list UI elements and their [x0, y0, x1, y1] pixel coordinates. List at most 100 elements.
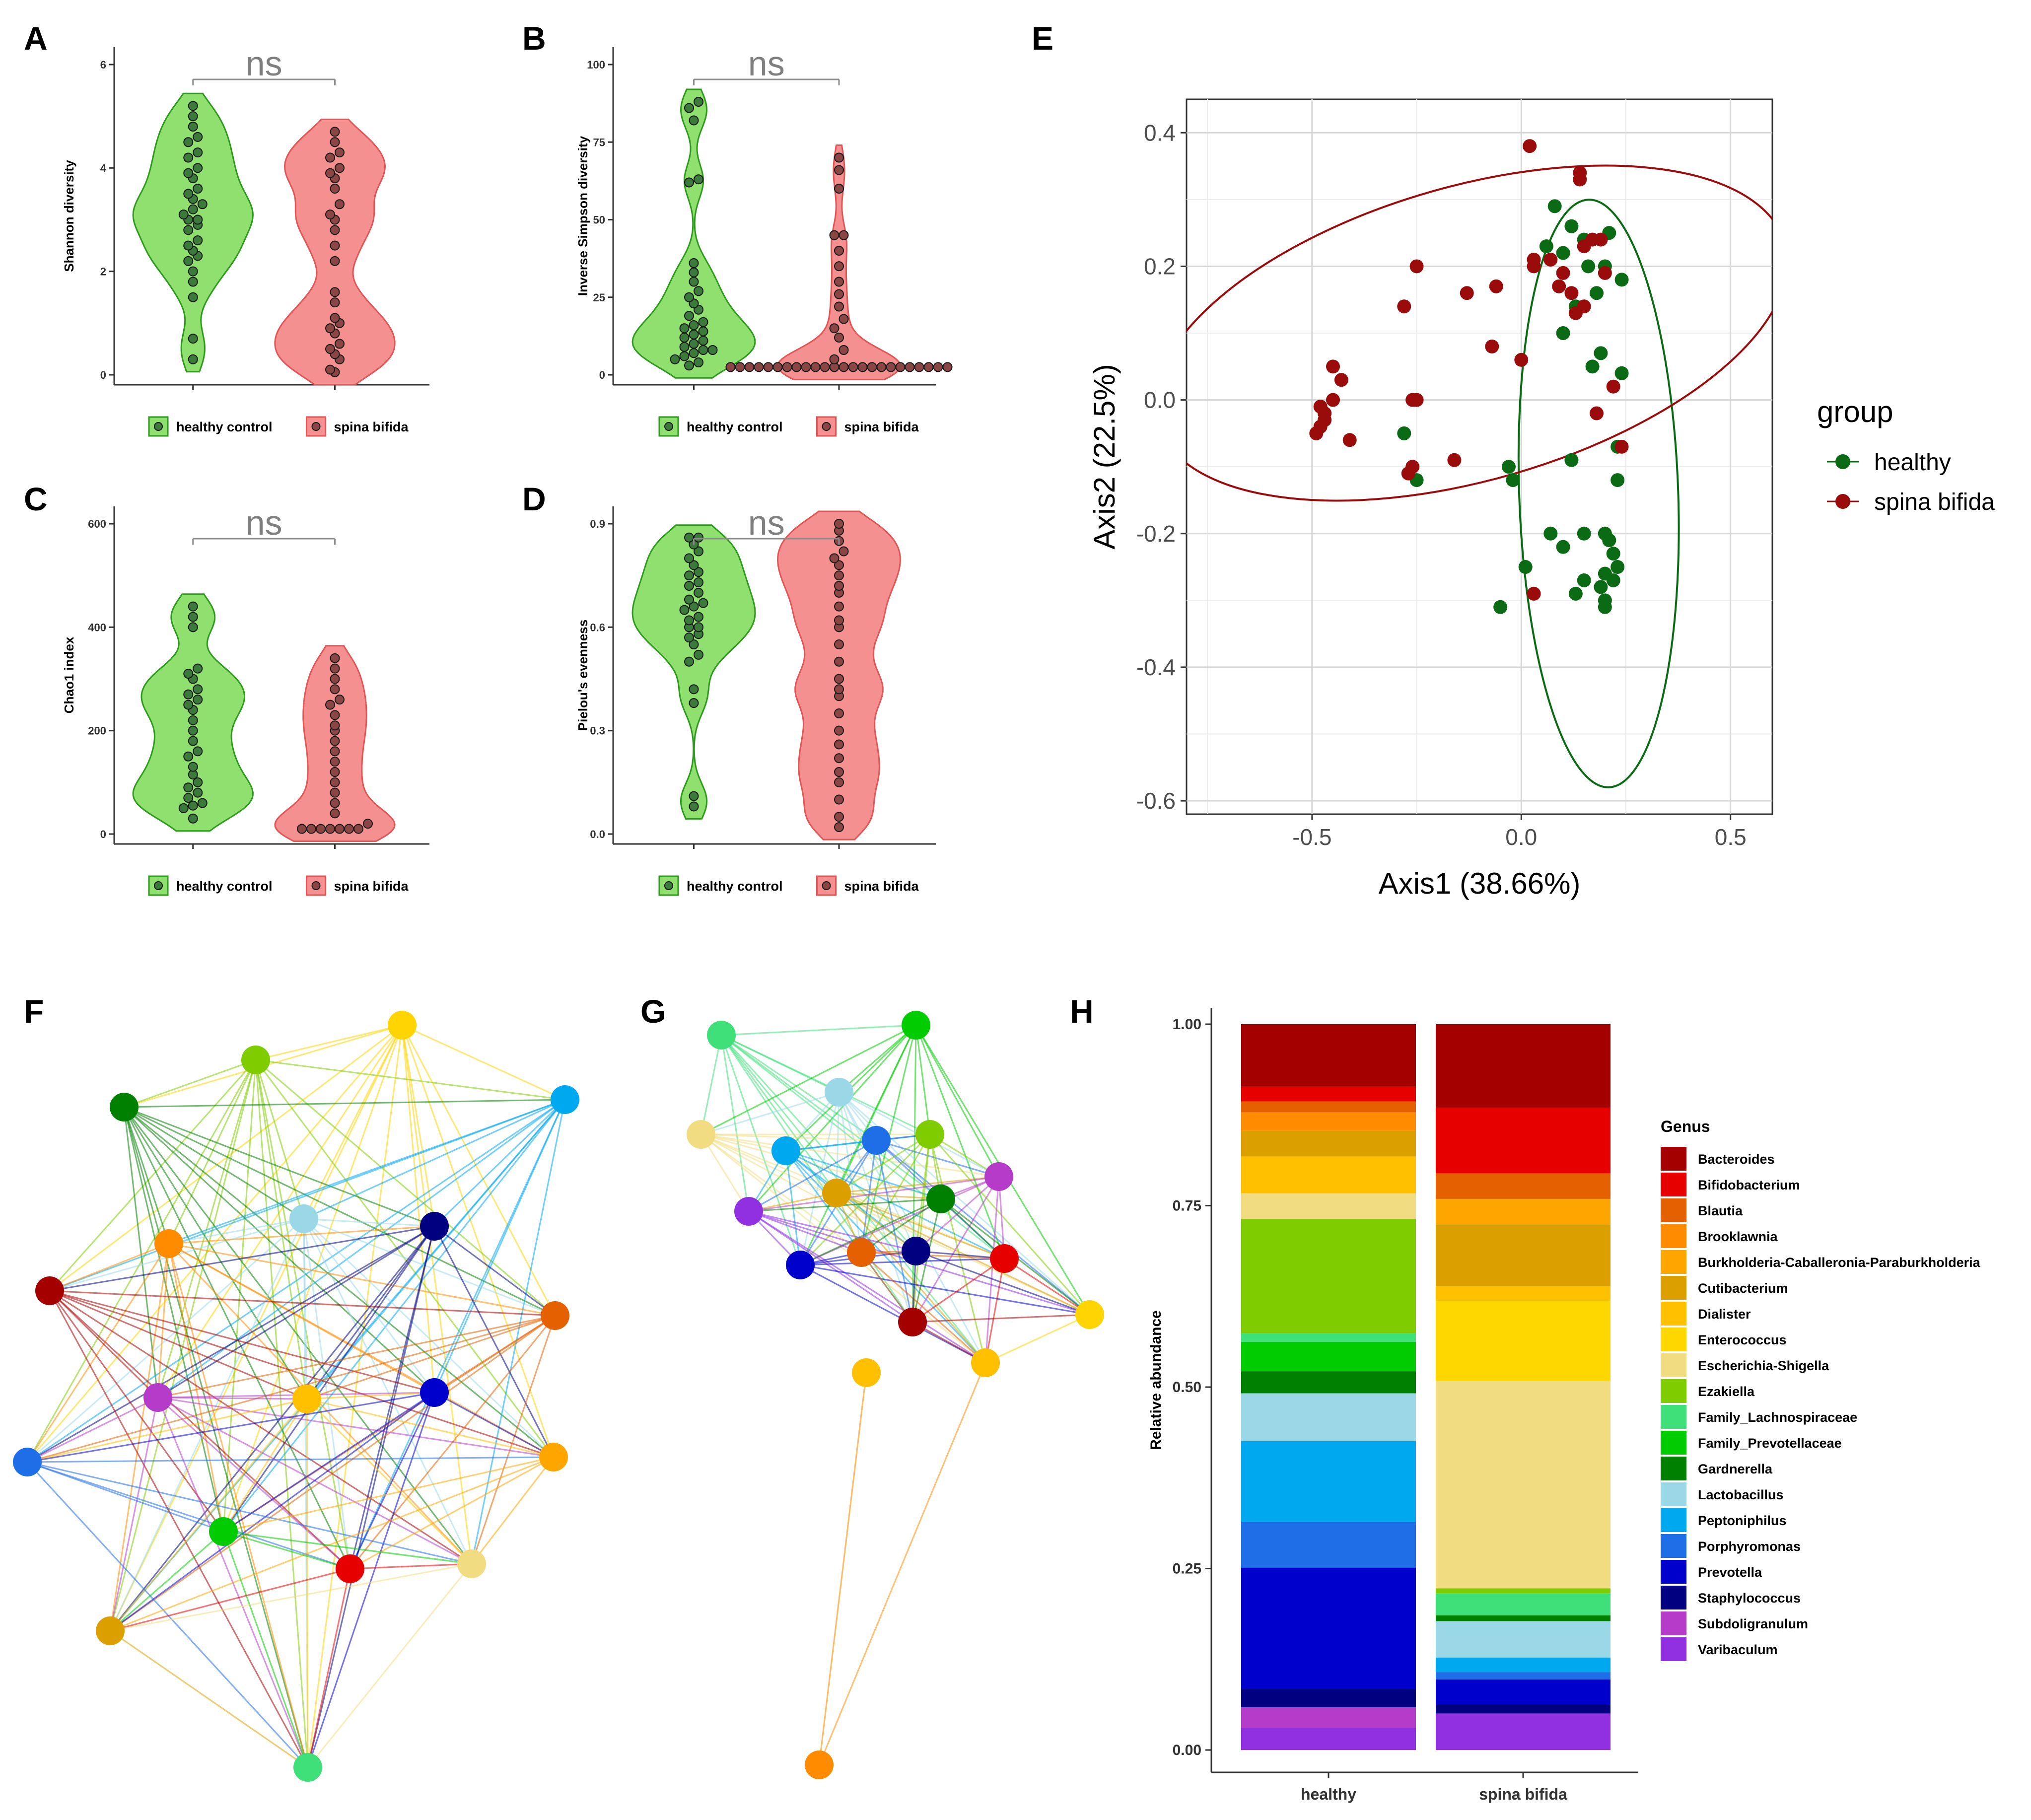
dot-healthy-control	[684, 594, 694, 605]
network-edge	[700, 1091, 840, 1135]
point-spina-bifida	[1309, 426, 1324, 440]
dot-healthy-control	[183, 168, 194, 178]
dot-spina-bifida	[839, 314, 849, 324]
dot-spina-bifida	[914, 362, 924, 372]
dot-healthy-control	[684, 570, 694, 581]
point-healthy	[1564, 453, 1579, 467]
network-edge	[915, 1025, 1005, 1259]
legend-key-prevotella	[1661, 1560, 1686, 1584]
panel-h: H 0.00 0.25 0.50 0.75 1.00 healthy spina bifid…	[1070, 993, 1981, 1803]
network-edge	[123, 1107, 309, 1768]
dot-spina-bifida	[834, 261, 844, 272]
dot-spina-bifida	[834, 725, 844, 736]
network-edge	[800, 1258, 1005, 1266]
network-edge	[49, 1290, 472, 1565]
dot-spina-bifida	[810, 362, 821, 372]
bar-segment-family-lachnospiraceae	[1436, 1593, 1611, 1615]
network-edge	[255, 1024, 403, 1061]
dot-healthy-control	[684, 615, 694, 626]
legend-label-ezakiella: Ezakiella	[1698, 1384, 1755, 1399]
dot-healthy-control	[689, 639, 699, 650]
network-edge	[911, 1134, 931, 1323]
legend-key-spina-bifida	[306, 416, 326, 437]
legend-key-spina-bifida	[816, 875, 837, 896]
network-edge	[49, 1290, 556, 1317]
legend-label-gardnerella: Gardnerella	[1698, 1462, 1773, 1476]
legend-label-lactobacillus: Lactobacillus	[1698, 1487, 1784, 1502]
network-edge	[27, 1315, 556, 1463]
bar-segment-prevotella	[1436, 1679, 1611, 1705]
network-edge	[700, 1133, 1090, 1316]
significance-label: ns	[246, 503, 282, 542]
point-healthy	[1577, 526, 1591, 541]
network-edge	[700, 1024, 916, 1135]
point-healthy	[1539, 239, 1553, 254]
dot-healthy-control	[689, 560, 699, 570]
dot-spina-bifida	[330, 256, 340, 266]
dot-healthy-control	[679, 342, 690, 352]
bar-segment-family-prevotellaceae	[1241, 1341, 1416, 1372]
network-edge	[799, 1025, 917, 1265]
point-healthy	[1556, 540, 1570, 554]
violin-y-axis-label: Inverse Simpson diversity	[575, 136, 590, 296]
network-edge	[985, 1314, 1090, 1364]
dot-spina-bifida	[344, 824, 354, 834]
dot-healthy-control	[684, 532, 694, 543]
violin-y-axis-label: Chao1 index	[62, 636, 76, 713]
dot-healthy-control	[193, 147, 203, 158]
network-node	[293, 1753, 322, 1782]
legend-key-subdoligranulum	[1661, 1611, 1686, 1635]
network-node	[847, 1238, 876, 1267]
point-spina-bifida	[1543, 252, 1558, 267]
legend-label-subdoligranulum: Subdoligranulum	[1698, 1616, 1808, 1631]
legend-key-dot	[154, 881, 163, 890]
point-spina-bifida	[1342, 433, 1357, 447]
bar-segment-cutibacterium	[1241, 1130, 1416, 1157]
dot-spina-bifida	[330, 767, 340, 777]
network-edge	[915, 1025, 931, 1135]
network-edge	[222, 1059, 257, 1532]
dot-healthy-control	[188, 334, 198, 344]
y-tick-label: -0.4	[1136, 654, 1176, 680]
network-edge	[109, 1218, 305, 1631]
x-tick-label: 0.5	[1715, 824, 1747, 850]
dot-spina-bifida	[834, 794, 844, 805]
dot-spina-bifida	[325, 344, 335, 354]
dot-spina-bifida	[834, 739, 844, 750]
y-tick-label: 0.6	[590, 621, 605, 633]
dot-healthy-control	[188, 292, 198, 302]
bar-segment-brooklawnia	[1241, 1112, 1416, 1131]
network-edge	[836, 1192, 1090, 1316]
network-edge	[700, 1133, 916, 1252]
network-edge	[223, 1531, 350, 1570]
dot-spina-bifida	[839, 345, 849, 355]
bar-segment-porphyromonas	[1241, 1522, 1416, 1568]
legend-label-spina-bifida: spina bifida	[844, 879, 919, 894]
network-node	[734, 1197, 763, 1226]
point-spina-bifida	[1564, 286, 1579, 300]
panel-g: G	[640, 993, 1104, 1779]
network-edge	[49, 1225, 435, 1292]
dot-spina-bifida	[325, 152, 335, 163]
network-edge	[984, 1176, 1000, 1363]
bar-segment-dialister	[1241, 1156, 1416, 1193]
legend-key-enterococcus	[1661, 1328, 1686, 1351]
dot-healthy-control	[694, 286, 703, 296]
legend-key-staphylococcus	[1661, 1586, 1686, 1610]
network-edge	[700, 1133, 941, 1200]
legend-key-lactobacillus	[1661, 1482, 1686, 1506]
y-tick-label: 0.0	[1144, 387, 1176, 413]
dot-healthy-control	[698, 336, 708, 346]
bar-segment-varibaculum	[1436, 1713, 1611, 1750]
legend-key-porphyromonas	[1661, 1534, 1686, 1558]
network-edge	[836, 1192, 986, 1363]
network-edge	[110, 1315, 556, 1632]
network-edge	[748, 1210, 862, 1254]
dot-healthy-control	[689, 267, 699, 278]
bar-segment-staphylococcus	[1241, 1689, 1416, 1708]
dot-spina-bifida	[834, 560, 844, 570]
network-edge	[49, 1290, 309, 1768]
dot-spina-bifida	[725, 362, 736, 372]
legend-key-peptoniphilus	[1661, 1508, 1686, 1532]
network-edge	[303, 1218, 556, 1317]
